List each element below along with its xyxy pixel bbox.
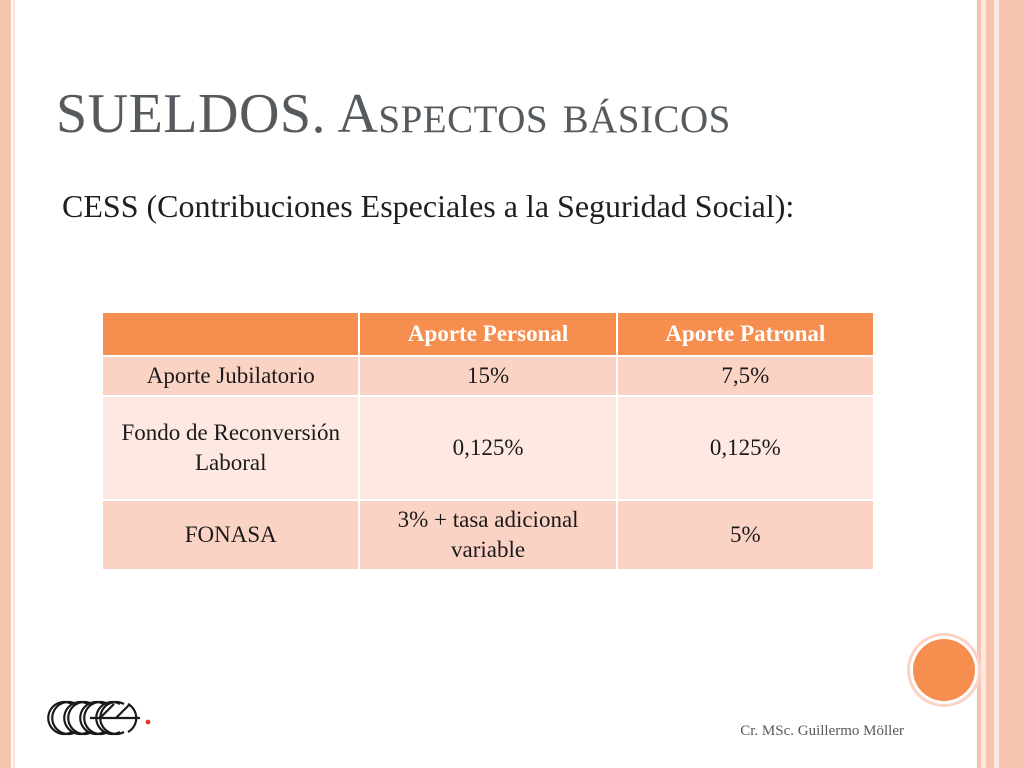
table-cell: 0,125% [358,395,618,501]
title-first-letter: A [337,83,379,145]
row-label: FONASA [100,499,361,571]
header-cell-aporte-personal: Aporte Personal [358,311,618,357]
cess-table: Aporte Personal Aporte Patronal Aporte J… [100,311,876,571]
right-decor-stripe-3 [999,0,1024,768]
slide-subtitle: CESS (Contribuciones Especiales a la Seg… [62,188,795,224]
table-row: Aporte Jubilatorio 15% 7,5% [100,355,876,397]
footer-author: Cr. MSc. Guillermo Möller [740,723,904,739]
decorative-circle [913,639,975,701]
slide-title: SUELDOS. Aspectos básicos [56,82,731,146]
table-row: FONASA 3% + tasa adicional variable 5% [100,499,876,571]
table-cell: 0,125% [615,395,876,501]
right-decor-gap-2 [994,0,999,768]
left-decor-line [13,0,15,768]
title-rest: spectos básicos [378,83,731,145]
right-decor-gap-1 [981,0,986,768]
title-main: SUELDOS. [56,83,327,145]
left-decor-border [0,0,11,768]
header-cell-empty [100,311,361,357]
table-cell: 3% + tasa adicional variable [358,499,618,571]
header-cell-aporte-patronal: Aporte Patronal [615,311,876,357]
right-decor-stripe-2 [986,0,994,768]
table-cell: 7,5% [615,355,876,397]
table-row: Fondo de Reconversión Laboral 0,125% 0,1… [100,395,876,501]
row-label: Fondo de Reconversión Laboral [100,395,361,501]
table-cell: 5% [615,499,876,571]
table-header-row: Aporte Personal Aporte Patronal [100,311,876,357]
ccee-logo-icon [44,690,156,748]
row-label: Aporte Jubilatorio [100,355,361,397]
right-decor-stripe-1 [977,0,981,768]
table-cell: 15% [358,355,618,397]
